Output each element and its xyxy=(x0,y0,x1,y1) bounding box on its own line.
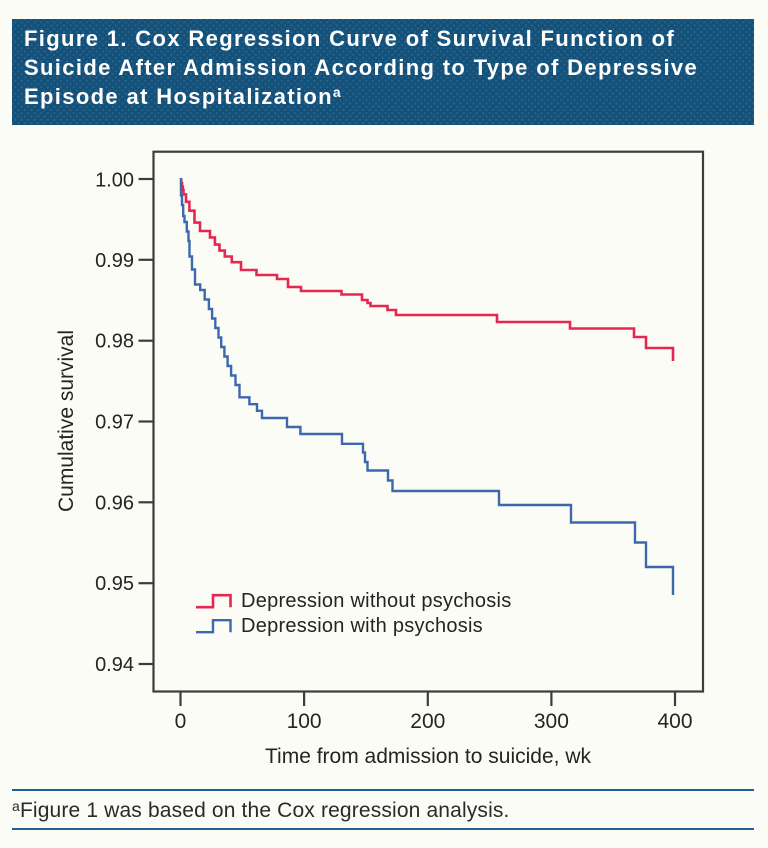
svg-text:0.98: 0.98 xyxy=(95,331,134,353)
svg-text:0.95: 0.95 xyxy=(95,573,134,595)
svg-text:0.97: 0.97 xyxy=(95,412,134,434)
svg-text:Time from admission to suicide: Time from admission to suicide, wk xyxy=(265,745,591,768)
svg-text:0.96: 0.96 xyxy=(95,492,134,514)
svg-text:300: 300 xyxy=(534,710,569,733)
svg-text:0.99: 0.99 xyxy=(95,250,134,272)
svg-text:0: 0 xyxy=(175,710,187,733)
svg-text:Depression without psychosis: Depression without psychosis xyxy=(241,590,511,612)
svg-text:200: 200 xyxy=(410,710,445,733)
svg-text:0.94: 0.94 xyxy=(95,654,134,676)
svg-text:100: 100 xyxy=(287,710,322,733)
svg-text:1.00: 1.00 xyxy=(95,169,134,191)
svg-text:Cumulative survival: Cumulative survival xyxy=(55,330,78,512)
svg-text:Depression with psychosis: Depression with psychosis xyxy=(241,615,483,637)
svg-text:400: 400 xyxy=(657,710,692,733)
